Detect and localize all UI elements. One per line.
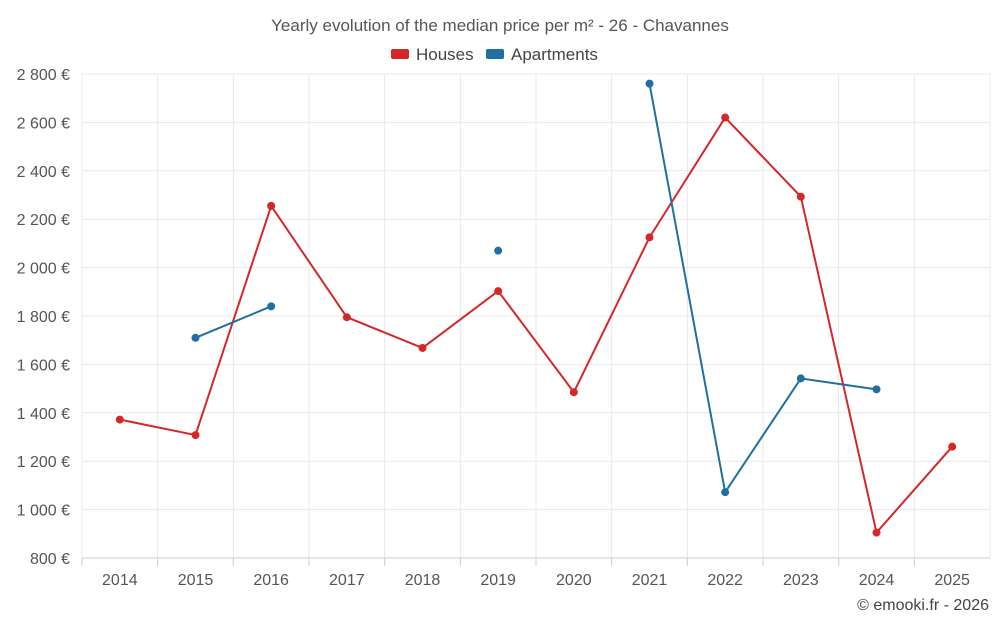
- data-point[interactable]: [115, 415, 124, 424]
- y-tick-label: 1 600 €: [17, 357, 70, 374]
- series-line-segment: [572, 236, 651, 394]
- series-line-segment: [118, 418, 197, 437]
- series-line-segment: [648, 116, 727, 239]
- y-tick-label: 2 800 €: [17, 67, 70, 84]
- series-line-segment: [194, 305, 273, 339]
- data-point[interactable]: [267, 302, 276, 311]
- data-point[interactable]: [872, 385, 881, 394]
- series-line-segment: [194, 204, 273, 437]
- data-point[interactable]: [418, 343, 427, 352]
- legend-swatch: [391, 49, 409, 59]
- x-tick-label: 2016: [253, 572, 289, 589]
- series-line-segment: [421, 290, 500, 349]
- data-point[interactable]: [569, 388, 578, 397]
- x-tick-label: 2014: [102, 572, 138, 589]
- data-point[interactable]: [494, 246, 503, 255]
- x-axis: 2014 2015 2016 2017 2018 2019 2020 2021 2022 2023…: [81, 558, 970, 589]
- x-tick-label: 2015: [178, 572, 214, 589]
- legend: Houses Apartments: [391, 45, 598, 64]
- series-line-segment: [648, 82, 727, 494]
- y-tick-label: 1 200 €: [17, 454, 70, 471]
- data-point[interactable]: [796, 374, 805, 383]
- y-tick-label: 2 400 €: [17, 164, 70, 181]
- data-point[interactable]: [872, 528, 881, 537]
- series-line-segment: [724, 377, 802, 494]
- data-point[interactable]: [721, 488, 730, 497]
- y-tick-label: 2 000 €: [17, 261, 70, 278]
- data-point[interactable]: [645, 79, 654, 88]
- y-tick-label: 2 200 €: [17, 212, 70, 229]
- series-layer: [115, 79, 957, 537]
- series-line-segment: [799, 377, 878, 391]
- x-tick-label: 2022: [707, 572, 743, 589]
- x-tick-label: 2020: [556, 572, 592, 589]
- y-axis: 800 € 1 000 € 1 200 € 1 400 € 1 600 € 1 800 €…: [17, 67, 70, 568]
- data-point[interactable]: [342, 313, 351, 322]
- y-tick-label: 800 €: [30, 551, 70, 568]
- legend-label[interactable]: Houses: [416, 45, 474, 64]
- y-tick-label: 1 400 €: [17, 406, 70, 423]
- series-line-segment: [724, 116, 802, 198]
- data-point[interactable]: [267, 201, 276, 210]
- series-line-segment: [875, 445, 954, 534]
- series-houses: [115, 113, 957, 537]
- x-tick-label: 2018: [405, 572, 441, 589]
- data-point[interactable]: [721, 113, 730, 122]
- credit-text: © emooki.fr - 2026: [857, 597, 989, 614]
- legend-label[interactable]: Apartments: [511, 45, 598, 64]
- data-point[interactable]: [645, 233, 654, 242]
- data-point[interactable]: [494, 287, 503, 296]
- legend-swatch: [486, 49, 504, 59]
- data-point[interactable]: [948, 442, 957, 451]
- series-line-segment: [345, 316, 424, 349]
- data-point[interactable]: [191, 431, 200, 440]
- series-apartments: [191, 79, 881, 497]
- x-tick-label: 2024: [859, 572, 895, 589]
- data-point[interactable]: [191, 333, 200, 342]
- chart-title: Yearly evolution of the median price per…: [271, 16, 729, 35]
- y-tick-label: 1 800 €: [17, 309, 70, 326]
- series-line-segment: [497, 290, 575, 394]
- x-tick-label: 2017: [329, 572, 365, 589]
- series-line-segment: [799, 195, 878, 534]
- grid: [81, 73, 991, 559]
- data-point[interactable]: [796, 192, 805, 201]
- series-line-segment: [270, 204, 348, 319]
- y-tick-label: 2 600 €: [17, 115, 70, 132]
- x-tick-label: 2019: [480, 572, 516, 589]
- x-tick-label: 2021: [632, 572, 668, 589]
- y-tick-label: 1 000 €: [17, 503, 70, 520]
- x-tick-label: 2023: [783, 572, 819, 589]
- x-tick-label: 2025: [934, 572, 970, 589]
